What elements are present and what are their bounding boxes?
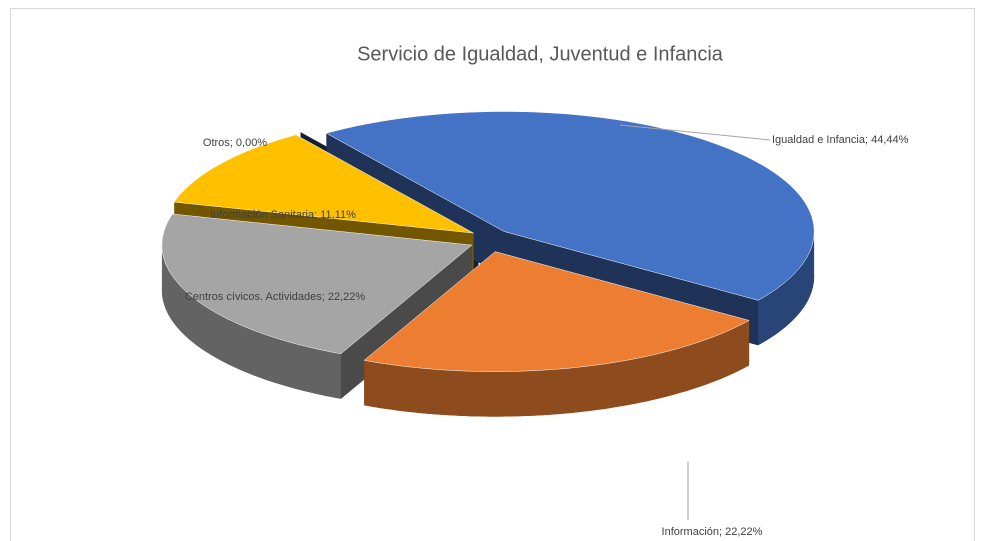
slice xyxy=(363,251,750,372)
slice xyxy=(161,213,473,355)
slice-wall xyxy=(364,320,750,417)
slice xyxy=(173,134,474,234)
slice-wall xyxy=(161,245,341,399)
data-label: Otros; 0,00% xyxy=(203,137,267,149)
data-label: Centros cívicos. Actividades; 22,22% xyxy=(185,291,366,303)
data-label: Información Sanitaria; 11,11% xyxy=(210,209,356,221)
slice xyxy=(325,111,815,301)
chart-title: Servicio de Igualdad, Juventud e Infanci… xyxy=(357,43,724,65)
data-label: Información; 22,22% xyxy=(662,526,763,538)
leader-line xyxy=(619,124,771,141)
slice-wall xyxy=(758,231,815,346)
data-label: Igualdad e Infancia; 44,44% xyxy=(772,134,909,146)
